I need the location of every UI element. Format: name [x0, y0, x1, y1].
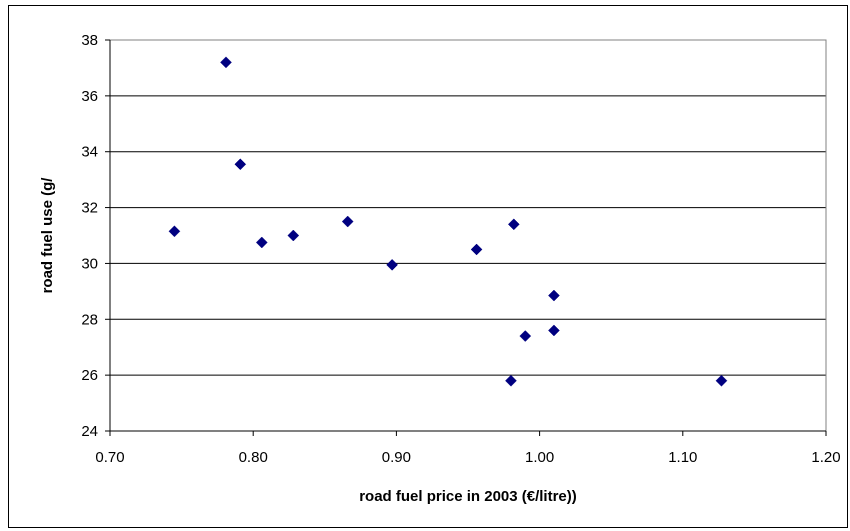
data-point [548, 289, 560, 302]
chart-frame [8, 5, 848, 528]
plot-area [109, 39, 827, 432]
x-tick-label: 0.70 [95, 449, 124, 466]
data-point [287, 229, 300, 242]
y-tick-label: 26 [81, 367, 98, 384]
x-tick-label: 1.00 [525, 449, 554, 466]
data-point [507, 218, 520, 231]
data-points [168, 56, 728, 387]
data-point [386, 258, 398, 271]
y-tick-label: 38 [81, 32, 98, 49]
y-tick-label: 30 [81, 255, 98, 272]
data-point [168, 225, 181, 238]
x-tick-label: 1.20 [811, 449, 840, 466]
data-point [548, 324, 560, 337]
data-point [519, 330, 532, 342]
x-tick-label: 0.90 [382, 449, 411, 466]
x-axis-title: road fuel price in 2003 (€/litre)) [359, 488, 577, 505]
y-tick-label: 24 [81, 423, 98, 440]
data-point [255, 236, 268, 249]
y-tick-label: 34 [81, 144, 98, 161]
y-tick-label: 32 [81, 200, 98, 217]
x-tick-label: 1.10 [668, 449, 697, 466]
data-point [234, 158, 247, 171]
y-axis-title: road fuel use (g/ [39, 177, 56, 294]
axes [105, 39, 827, 436]
tick-labels: 24 26 28 30 32 34 36 38 0.70 0.80 0.90 1.00 1.10 1.20 [81, 32, 840, 466]
gridlines [110, 95, 826, 376]
y-tick-label: 36 [81, 88, 98, 105]
x-tick-label: 0.80 [239, 449, 268, 466]
data-point [715, 374, 728, 387]
data-point [341, 215, 354, 228]
data-point [505, 374, 517, 387]
data-point [470, 243, 483, 256]
y-tick-label: 28 [81, 311, 98, 328]
data-point [220, 56, 232, 69]
